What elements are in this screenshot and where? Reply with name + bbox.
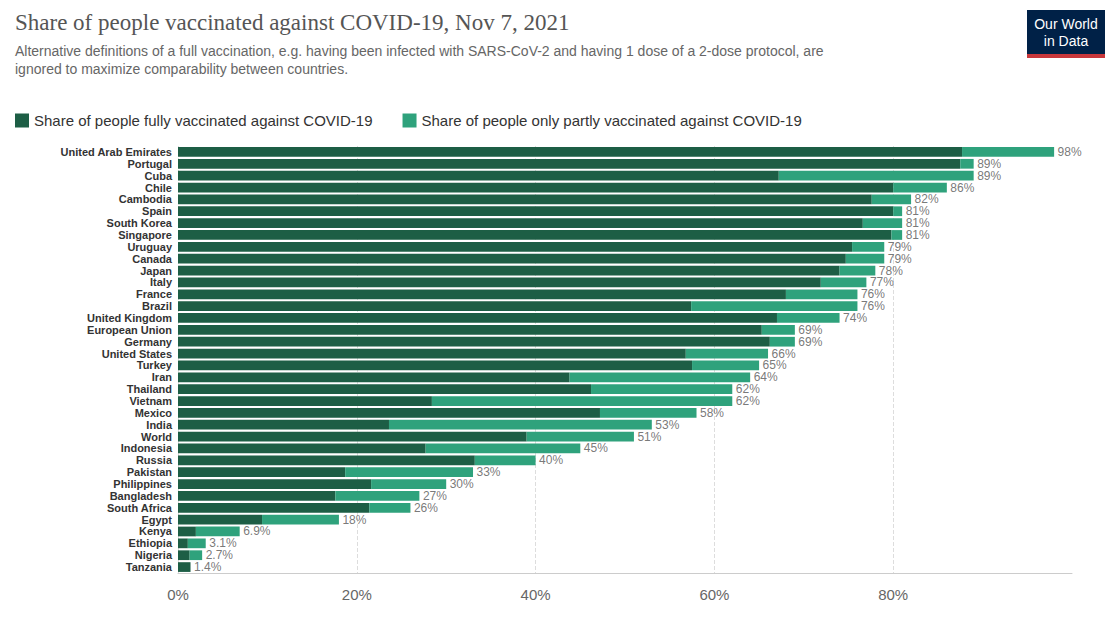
svg-text:76%: 76% <box>860 287 885 302</box>
svg-text:Japan: Japan <box>140 265 172 277</box>
svg-text:Vietnam: Vietnam <box>129 395 172 407</box>
svg-text:Share of people vaccinated aga: Share of people vaccinated against COVID… <box>15 10 569 35</box>
svg-text:Indonesia: Indonesia <box>121 442 173 454</box>
svg-text:80%: 80% <box>878 586 908 603</box>
svg-text:Brazil: Brazil <box>142 300 172 312</box>
svg-text:Portugal: Portugal <box>127 158 172 170</box>
svg-text:76%: 76% <box>860 299 885 314</box>
svg-text:Tanzania: Tanzania <box>126 561 173 573</box>
svg-text:Thailand: Thailand <box>127 383 172 395</box>
svg-text:Philippines: Philippines <box>113 478 172 490</box>
svg-text:58%: 58% <box>700 406 724 420</box>
svg-text:Canada: Canada <box>132 253 173 265</box>
svg-text:81%: 81% <box>905 216 930 231</box>
svg-text:Russia: Russia <box>136 454 173 466</box>
svg-text:Alternative definitions of a f: Alternative definitions of a full vaccin… <box>15 43 824 59</box>
svg-text:77%: 77% <box>869 275 894 290</box>
svg-text:0%: 0% <box>167 586 189 603</box>
svg-text:South Africa: South Africa <box>107 502 173 514</box>
svg-text:82%: 82% <box>914 192 939 207</box>
svg-text:30%: 30% <box>450 477 474 491</box>
svg-text:Share of people fully vaccinat: Share of people fully vaccinated against… <box>34 112 373 129</box>
svg-text:98%: 98% <box>1058 145 1082 159</box>
svg-text:26%: 26% <box>414 501 438 515</box>
svg-text:60%: 60% <box>699 586 729 603</box>
svg-text:Ethiopia: Ethiopia <box>129 537 173 549</box>
svg-text:United States: United States <box>102 348 172 360</box>
svg-text:89%: 89% <box>977 169 1001 183</box>
svg-text:Nigeria: Nigeria <box>135 549 173 561</box>
svg-text:United Kingdom: United Kingdom <box>87 312 172 324</box>
svg-text:6.9%: 6.9% <box>243 524 271 538</box>
svg-text:France: France <box>136 288 172 300</box>
svg-text:69%: 69% <box>798 322 823 337</box>
svg-text:51%: 51% <box>637 430 661 444</box>
svg-text:Kenya: Kenya <box>139 525 173 537</box>
svg-text:69%: 69% <box>798 335 822 349</box>
svg-text:European Union: European Union <box>87 324 172 336</box>
svg-text:Pakistan: Pakistan <box>127 466 173 478</box>
svg-text:62%: 62% <box>735 382 760 397</box>
svg-text:Cambodia: Cambodia <box>119 193 173 205</box>
svg-text:40%: 40% <box>539 453 563 467</box>
svg-text:1.4%: 1.4% <box>194 560 222 574</box>
svg-text:62%: 62% <box>736 394 760 408</box>
svg-text:33%: 33% <box>477 465 501 479</box>
svg-text:66%: 66% <box>771 346 796 361</box>
svg-text:Singapore: Singapore <box>118 229 172 241</box>
svg-text:Germany: Germany <box>124 336 173 348</box>
svg-text:Uruguay: Uruguay <box>127 241 173 253</box>
svg-text:27%: 27% <box>422 488 447 503</box>
svg-text:79%: 79% <box>887 239 912 254</box>
svg-text:74%: 74% <box>843 311 867 325</box>
svg-text:ignored to maximize comparabil: ignored to maximize comparability betwee… <box>15 61 348 77</box>
svg-text:Chile: Chile <box>145 182 172 194</box>
svg-text:89%: 89% <box>977 156 1002 171</box>
svg-text:81%: 81% <box>905 228 930 242</box>
svg-text:Egypt: Egypt <box>141 514 172 526</box>
svg-text:World: World <box>141 431 172 443</box>
svg-text:45%: 45% <box>584 441 608 455</box>
svg-text:Italy: Italy <box>150 276 173 288</box>
svg-text:Turkey: Turkey <box>137 359 173 371</box>
svg-text:India: India <box>146 419 173 431</box>
svg-text:2.7%: 2.7% <box>205 548 233 563</box>
svg-text:64%: 64% <box>753 370 778 385</box>
svg-text:South Korea: South Korea <box>107 217 173 229</box>
svg-text:20%: 20% <box>342 586 372 603</box>
svg-text:Mexico: Mexico <box>135 407 173 419</box>
svg-text:in Data: in Data <box>1044 33 1089 49</box>
svg-text:65%: 65% <box>762 358 787 373</box>
svg-text:81%: 81% <box>905 204 930 219</box>
svg-text:Our World: Our World <box>1034 16 1098 32</box>
svg-text:78%: 78% <box>878 263 903 278</box>
svg-text:United Arab Emirates: United Arab Emirates <box>61 146 172 158</box>
svg-text:53%: 53% <box>655 417 680 432</box>
svg-text:Share of people only partly va: Share of people only partly vaccinated a… <box>422 112 802 129</box>
svg-text:18%: 18% <box>342 513 366 527</box>
svg-text:Iran: Iran <box>152 371 172 383</box>
svg-text:40%: 40% <box>521 586 551 603</box>
svg-text:79%: 79% <box>887 251 912 266</box>
svg-text:Spain: Spain <box>142 205 172 217</box>
svg-text:3.1%: 3.1% <box>209 536 237 551</box>
svg-text:86%: 86% <box>950 181 974 195</box>
svg-text:Cuba: Cuba <box>145 170 173 182</box>
svg-text:Bangladesh: Bangladesh <box>110 490 173 502</box>
